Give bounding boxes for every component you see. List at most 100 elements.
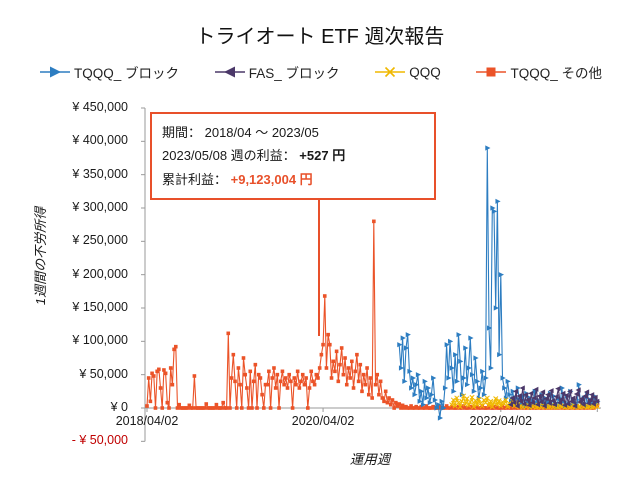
data-point-marker xyxy=(175,406,180,410)
data-point-marker xyxy=(170,382,175,387)
data-point-marker xyxy=(502,385,508,391)
data-point-marker xyxy=(419,388,425,394)
data-point-marker xyxy=(388,402,393,407)
legend-shape xyxy=(223,66,235,78)
data-point-marker xyxy=(150,371,154,376)
legend-item-fas-block: FAS_ ブロック xyxy=(214,62,340,82)
data-point-marker xyxy=(448,338,454,344)
data-point-marker xyxy=(370,396,374,400)
data-point-marker xyxy=(333,369,337,374)
data-point-marker xyxy=(314,372,319,377)
y-axis-tick-label: ¥ 50,000 xyxy=(79,366,128,381)
data-point-marker xyxy=(319,352,324,357)
data-point-marker xyxy=(395,404,400,408)
data-point-marker xyxy=(219,406,224,410)
data-point-marker xyxy=(449,365,455,371)
y-axis-tick-label: - ¥ 50,000 xyxy=(71,433,128,448)
data-point-marker xyxy=(456,332,462,338)
data-point-marker xyxy=(485,145,491,151)
data-point-marker xyxy=(458,358,464,364)
data-point-marker xyxy=(524,397,530,403)
data-point-marker xyxy=(267,369,271,374)
data-point-marker xyxy=(505,378,511,384)
x-axis-tick-label: 2018/04/02 xyxy=(115,414,179,428)
data-point-marker xyxy=(466,365,472,371)
y-axis-title: 1週間の不労所得 xyxy=(33,206,48,306)
data-point-marker xyxy=(507,402,513,408)
data-point-marker xyxy=(576,382,582,388)
fas-block-series-marker-icon xyxy=(214,66,245,78)
data-point-marker xyxy=(331,359,336,364)
data-point-marker xyxy=(228,406,232,410)
data-point-marker xyxy=(153,406,158,410)
data-point-marker xyxy=(377,392,381,397)
series-line xyxy=(398,147,598,419)
data-point-marker xyxy=(490,205,496,211)
qqq-series-marker-icon xyxy=(375,66,406,78)
data-point-marker xyxy=(446,375,452,381)
data-point-marker xyxy=(528,390,534,396)
data-point-marker xyxy=(289,379,293,384)
data-point-marker xyxy=(466,402,472,408)
data-point-marker xyxy=(204,402,209,406)
data-point-marker xyxy=(453,352,459,358)
data-point-marker xyxy=(415,372,422,378)
data-point-marker xyxy=(420,402,427,408)
data-point-marker xyxy=(498,403,504,409)
data-point-marker xyxy=(568,398,574,404)
data-point-marker xyxy=(493,396,499,402)
data-point-marker xyxy=(478,385,484,391)
data-point-marker xyxy=(394,400,398,405)
annotation-box: 期間： 2018/04 ～ 2023/05 2023/05/08 週の利益： +… xyxy=(150,112,436,201)
data-point-marker xyxy=(497,352,503,358)
data-point-marker xyxy=(148,399,153,404)
data-point-marker xyxy=(550,398,556,404)
data-point-marker xyxy=(273,386,278,390)
data-point-marker xyxy=(326,332,330,337)
y-axis-tick-label: ¥ 450,000 xyxy=(72,100,128,114)
data-point-marker xyxy=(434,405,440,411)
data-point-marker xyxy=(514,403,520,409)
data-point-marker xyxy=(226,331,231,336)
data-point-marker xyxy=(424,404,429,408)
data-point-marker xyxy=(422,378,428,384)
data-point-marker xyxy=(577,399,583,405)
data-point-marker xyxy=(424,395,430,401)
data-point-marker xyxy=(585,400,591,406)
legend-item-tqqq-block: TQQQ_ ブロック xyxy=(40,62,179,82)
data-point-marker xyxy=(580,402,586,408)
data-point-marker xyxy=(532,388,538,394)
legend-marker-glyph xyxy=(375,66,406,78)
series-line xyxy=(510,387,598,407)
data-point-marker xyxy=(488,365,494,371)
data-point-marker xyxy=(380,396,385,400)
data-point-marker xyxy=(441,405,447,411)
data-point-marker xyxy=(437,415,444,421)
data-point-marker xyxy=(556,400,563,406)
data-point-marker xyxy=(481,392,488,398)
data-point-marker xyxy=(292,376,297,380)
data-point-marker xyxy=(304,376,308,380)
x-axis-tick-label: 2020/04/02 xyxy=(291,414,355,428)
data-point-marker xyxy=(167,406,171,410)
plot-area xyxy=(141,107,601,442)
data-point-marker xyxy=(439,398,445,404)
data-point-marker xyxy=(475,378,481,384)
data-point-marker xyxy=(270,376,275,380)
data-point-marker xyxy=(344,382,349,387)
data-point-marker xyxy=(553,394,559,400)
annotation-leader-line xyxy=(318,191,320,336)
legend-shape xyxy=(50,66,61,78)
y-axis-tick-label: ¥ 0 xyxy=(110,400,128,414)
data-point-marker xyxy=(455,400,462,406)
data-point-marker xyxy=(299,379,303,384)
data-point-marker xyxy=(336,379,341,384)
tqqq-other-series-marker-icon xyxy=(476,66,507,78)
data-point-marker xyxy=(523,392,529,398)
series-tqqq_other xyxy=(145,219,600,411)
data-point-marker xyxy=(565,401,571,407)
data-point-marker xyxy=(398,365,405,371)
data-point-marker xyxy=(399,406,403,410)
data-point-marker xyxy=(366,392,371,397)
